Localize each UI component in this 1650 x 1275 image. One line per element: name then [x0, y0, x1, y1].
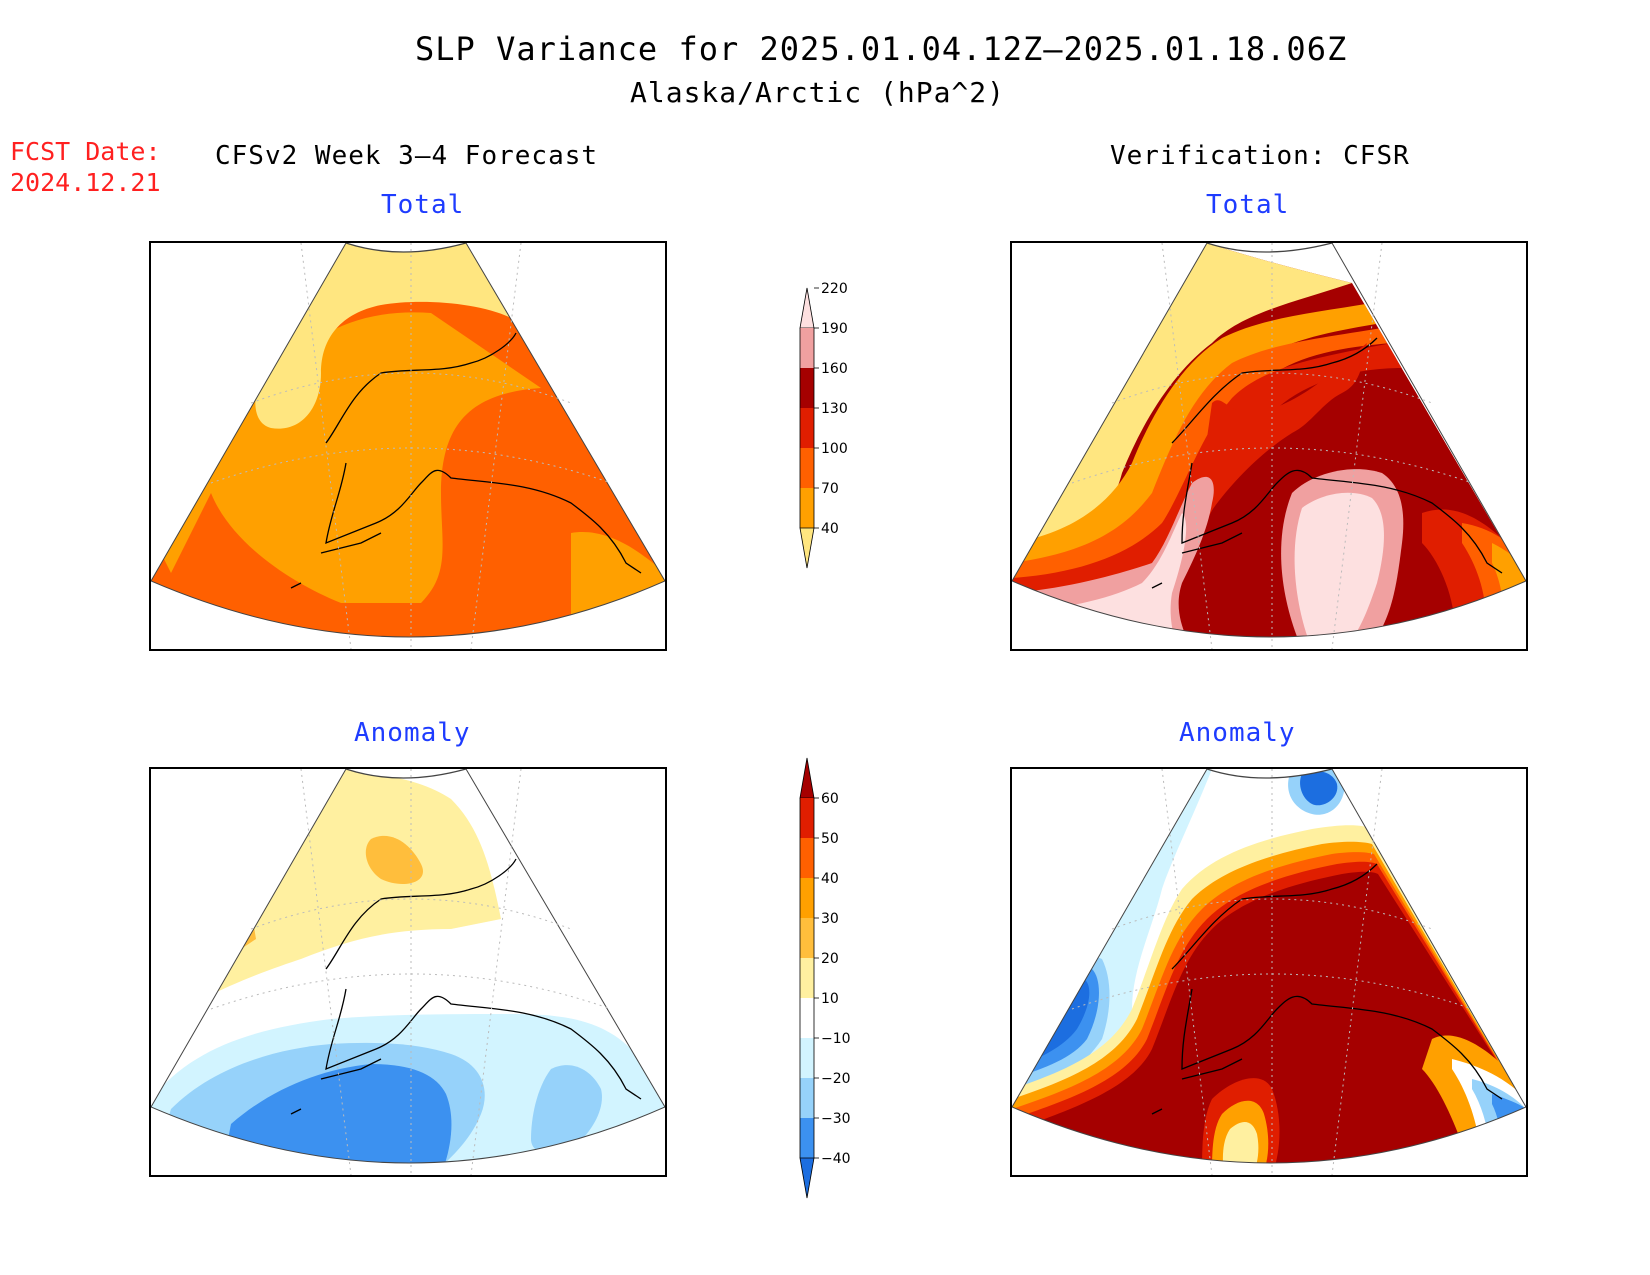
colorbar-label: 70 [821, 481, 839, 497]
forecast-date: FCST Date: 2024.12.21 [10, 136, 161, 198]
colorbar-label: 20 [821, 951, 839, 967]
colorbar-label: −20 [821, 1071, 851, 1087]
colorbar-label: −40 [821, 1151, 851, 1167]
colorbar-label: 160 [821, 361, 848, 377]
colorbar-end-top [799, 287, 815, 329]
colorbar-label: 40 [821, 521, 839, 537]
colorbar-swatch [800, 408, 814, 448]
verification-total-map [1010, 241, 1528, 651]
colorbar-swatch [800, 838, 814, 878]
colorbar-swatch [800, 1118, 814, 1158]
forecast-anomaly-heading: Anomaly [354, 718, 471, 748]
colorbar-swatch [800, 448, 814, 488]
colorbar-swatch [800, 998, 814, 1038]
verification-total-heading: Total [1206, 190, 1290, 220]
page-subtitle: Alaska/Arctic (hPa^2) [630, 76, 1006, 109]
colorbar-label: 220 [821, 281, 848, 297]
colorbar-end-bottom [799, 527, 815, 569]
colorbar-label: −30 [821, 1111, 851, 1127]
colorbar-label: 50 [821, 831, 839, 847]
colorbar-label: 190 [821, 321, 848, 337]
colorbar-end-top [799, 757, 815, 799]
colorbar-swatch [800, 328, 814, 368]
verification-anomaly-map [1010, 767, 1528, 1177]
total-colorbar: 40 70 100 130 160 190 220 [799, 281, 848, 569]
colorbar-swatch [800, 958, 814, 998]
page-title: SLP Variance for 2025.01.04.12Z–2025.01.… [415, 30, 1348, 68]
colorbar-label: 60 [821, 791, 839, 807]
colorbar-swatch [800, 1078, 814, 1118]
forecast-date-label: FCST Date: [10, 137, 161, 166]
colorbar-end-bottom [799, 1157, 815, 1199]
colorbar-label: 30 [821, 911, 839, 927]
colorbar-swatch [800, 368, 814, 408]
colorbar-label: 100 [821, 441, 848, 457]
colorbar-swatch [800, 1038, 814, 1078]
forecast-total-map [149, 241, 667, 651]
colorbar-label: 10 [821, 991, 839, 1007]
colorbar-label: 40 [821, 871, 839, 887]
colorbar-label: 130 [821, 401, 848, 417]
forecast-column-heading: CFSv2 Week 3–4 Forecast [215, 141, 599, 171]
anomaly-colorbar: −40 −30 −20 −10 10 20 30 40 50 60 [799, 757, 851, 1199]
verification-column-heading: Verification: CFSR [1110, 141, 1410, 171]
colorbar-swatch [800, 488, 814, 528]
forecast-anomaly-map [149, 767, 667, 1177]
verification-anomaly-heading: Anomaly [1179, 718, 1296, 748]
colorbar-label: −10 [821, 1031, 851, 1047]
forecast-date-value: 2024.12.21 [10, 168, 161, 197]
colorbar-swatch [800, 798, 814, 838]
colorbar-swatch [800, 918, 814, 958]
forecast-total-heading: Total [381, 190, 465, 220]
colorbar-swatch [800, 878, 814, 918]
